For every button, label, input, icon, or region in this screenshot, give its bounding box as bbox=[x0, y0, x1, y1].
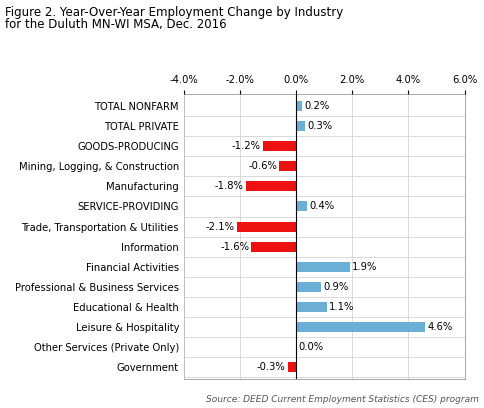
Text: -0.3%: -0.3% bbox=[257, 362, 286, 373]
Text: -1.8%: -1.8% bbox=[214, 182, 243, 191]
Bar bbox=[237, 222, 296, 232]
Text: 1.1%: 1.1% bbox=[329, 302, 355, 312]
Text: 0.0%: 0.0% bbox=[299, 342, 324, 352]
Bar bbox=[279, 161, 296, 171]
Bar bbox=[251, 242, 296, 252]
Bar bbox=[246, 181, 296, 191]
Text: -1.2%: -1.2% bbox=[231, 141, 260, 151]
Text: Figure 2. Year-Over-Year Employment Change by Industry: Figure 2. Year-Over-Year Employment Chan… bbox=[5, 6, 343, 19]
Text: 0.3%: 0.3% bbox=[307, 121, 332, 131]
Bar bbox=[296, 322, 425, 332]
Bar bbox=[262, 141, 296, 151]
Text: -2.1%: -2.1% bbox=[206, 222, 235, 232]
Bar bbox=[288, 362, 296, 373]
Text: 1.9%: 1.9% bbox=[352, 262, 377, 272]
Text: 0.9%: 0.9% bbox=[324, 282, 349, 292]
Text: 0.4%: 0.4% bbox=[310, 202, 335, 211]
Text: -0.6%: -0.6% bbox=[248, 161, 277, 171]
Text: for the Duluth MN-WI MSA, Dec. 2016: for the Duluth MN-WI MSA, Dec. 2016 bbox=[5, 18, 227, 31]
Bar bbox=[296, 101, 302, 111]
Bar bbox=[296, 202, 307, 211]
Bar bbox=[296, 262, 349, 272]
Text: -1.6%: -1.6% bbox=[220, 242, 249, 252]
Text: 4.6%: 4.6% bbox=[427, 322, 453, 332]
Bar bbox=[296, 121, 304, 131]
Bar bbox=[296, 282, 321, 292]
Text: Source: DEED Current Employment Statistics (CES) program: Source: DEED Current Employment Statisti… bbox=[206, 395, 479, 404]
Text: 0.2%: 0.2% bbox=[304, 101, 329, 111]
Bar bbox=[296, 302, 327, 312]
